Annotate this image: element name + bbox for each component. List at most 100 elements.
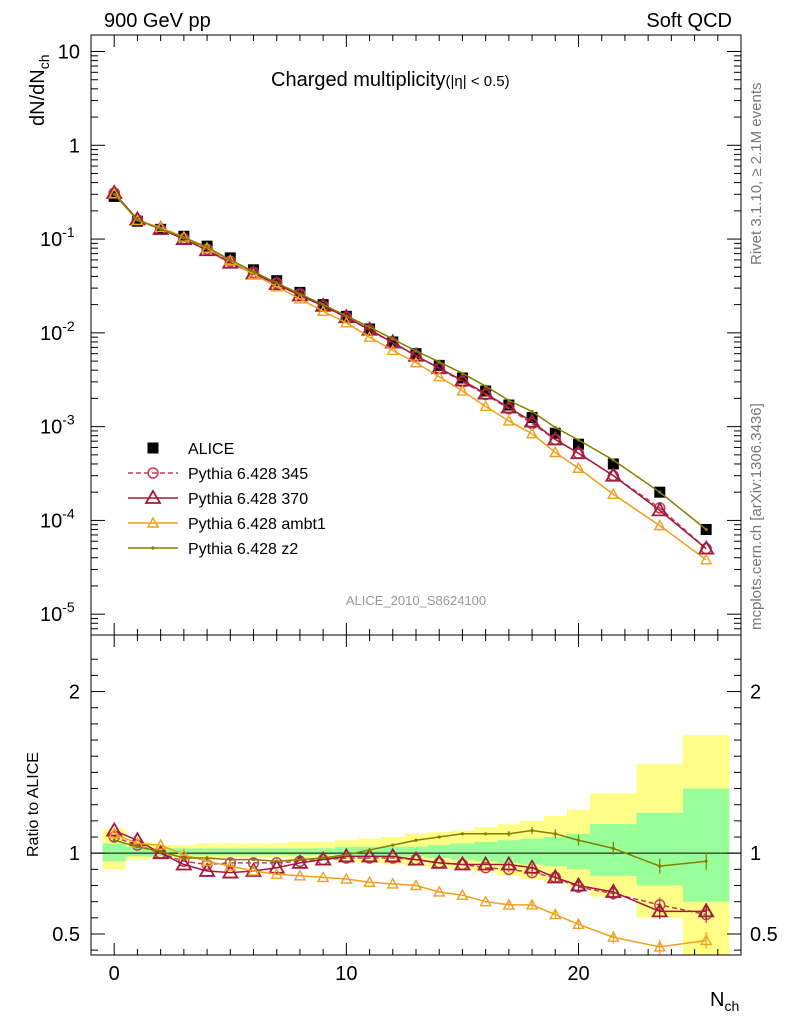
ratio-point [386,877,399,889]
data-point [604,466,622,482]
data-point [224,254,237,266]
ratio-point [291,854,309,869]
chart-title: Charged multiplicity(|η| < 0.5) [271,69,510,91]
data-point [154,221,167,233]
ratio-series-pythia-6-428-ambt1 [108,827,713,955]
ratio-point [409,879,423,891]
band-inner-bin [102,843,126,862]
legend-marker [147,467,159,479]
ratio-point [569,876,588,892]
ratio-point [108,827,121,839]
data-point [200,241,214,253]
ratio-point [460,832,465,836]
main-series-pythia-6-428-z2 [112,192,708,532]
ratio-point [198,862,216,877]
data-point [576,438,581,442]
data-point [228,258,232,262]
data-point [321,303,325,307]
data-point [344,314,348,318]
data-point [363,330,376,342]
ratio-point [112,838,116,842]
data-point [251,269,256,274]
series-line [113,193,707,531]
band-inner-bin [566,833,591,870]
legend-marker [146,516,160,528]
band-inner-bin [682,788,730,902]
data-point [182,235,186,240]
ratio-point [391,843,395,847]
ratio-point [321,856,325,860]
ratio-point [224,859,237,871]
legend-label: Pythia 6.428 370 [188,491,308,508]
ratio-point [316,870,330,883]
data-point [607,458,619,470]
data-point [549,446,562,458]
data-point [159,227,163,231]
ratio-point [363,875,376,887]
ratio-point [159,849,163,854]
legend-item: ALICE [147,441,234,458]
data-point [268,275,286,291]
ratio-point [658,864,662,868]
data-point [293,292,307,304]
ratio-point [546,868,564,884]
ratio-point [154,838,167,850]
data-point [611,458,615,462]
y-tick-label: 10-2 [40,318,75,345]
ratio-point [224,857,237,869]
chart-title-main: Charged multiplicity [271,69,446,91]
ratio-point [453,855,471,871]
data-point [573,438,584,450]
x-tick-label: 10 [335,963,357,985]
data-point [500,398,518,414]
legend: ALICE Pythia 6.428 345 Pythia 6.428 370 Pyt… [128,441,326,558]
band-inner-bin [474,841,498,862]
ratio-point [697,902,715,918]
data-point [456,372,468,384]
ratio-point [479,895,492,907]
ratio-point [293,869,307,881]
ratio-point [430,854,448,869]
ratio-point [604,883,622,898]
ratio-point [221,863,239,879]
data-point [108,190,120,202]
ratio-tick-label: 0.5 [52,924,80,946]
ratio-point [576,838,581,842]
ratio-point [135,845,140,849]
ratio-point [433,885,446,897]
data-point [367,325,372,329]
data-point [340,316,353,328]
data-point [410,348,422,360]
data-point [131,214,144,226]
series-layer [105,184,715,955]
data-point [569,444,588,460]
ratio-point [653,940,666,952]
data-point [414,349,418,353]
data-point [205,245,209,249]
band-inner-bin [172,848,196,855]
ratio-point [607,930,620,942]
data-point [270,280,283,292]
legend-label: ALICE [188,441,234,458]
ratio-point [247,857,260,869]
data-point [433,370,446,382]
data-point [433,359,445,371]
data-point [316,304,330,316]
y-tick-label: 10 [58,42,80,64]
main-series-alice [108,190,712,536]
ratio-point [611,846,615,850]
data-point [477,384,495,400]
side-label-bottom: mcplots.cern.ch [arXiv:1306.3436] [748,403,765,630]
data-point [224,252,236,264]
legend-label: Pythia 6.428 345 [188,466,308,483]
ratio-point [651,902,669,918]
ratio-series-pythia-6-428-370 [105,821,715,920]
data-point [699,553,713,565]
main-y-label: dN/dNch [27,55,52,127]
ratio-point [200,854,214,866]
data-point [409,356,423,368]
ratio-point [572,917,585,929]
ratio-point [437,835,441,839]
chart-title-sub: (|η| < 0.5) [446,73,510,90]
data-point [407,346,425,362]
